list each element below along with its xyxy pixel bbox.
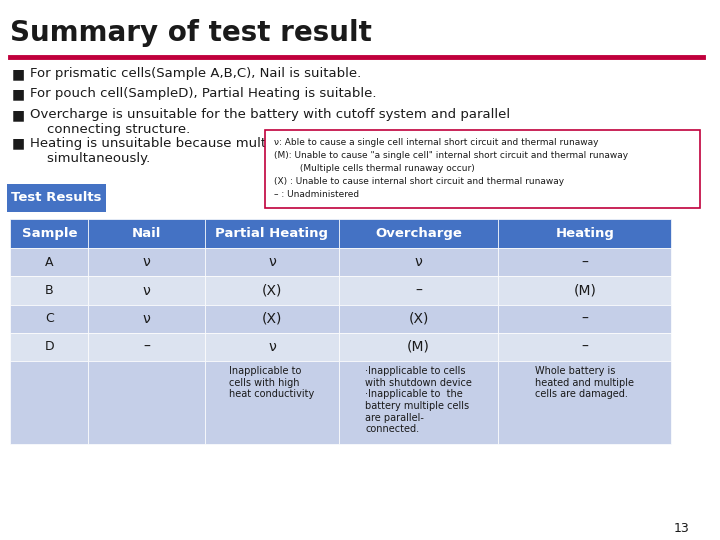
Text: A: A [45, 256, 53, 269]
Text: –: – [581, 312, 588, 326]
Text: (X): (X) [262, 312, 282, 326]
FancyBboxPatch shape [11, 361, 89, 444]
FancyBboxPatch shape [498, 333, 671, 361]
FancyBboxPatch shape [7, 184, 106, 212]
FancyBboxPatch shape [339, 248, 498, 276]
FancyBboxPatch shape [89, 333, 204, 361]
Text: –: – [143, 340, 150, 354]
Text: (M): (M) [408, 340, 430, 354]
Text: Nail: Nail [132, 227, 161, 240]
Text: Heating: Heating [555, 227, 614, 240]
Text: ν: ν [268, 255, 276, 269]
Text: ■: ■ [12, 87, 25, 102]
Text: ■: ■ [12, 108, 25, 122]
Text: ν: ν [143, 255, 150, 269]
Text: (M): Unable to cause "a single cell" internal short circuit and thermal runaway: (M): Unable to cause "a single cell" int… [274, 151, 629, 160]
Text: Overcharge: Overcharge [375, 227, 462, 240]
FancyBboxPatch shape [204, 276, 339, 305]
FancyBboxPatch shape [89, 305, 204, 333]
FancyBboxPatch shape [204, 305, 339, 333]
Text: (X): (X) [408, 312, 429, 326]
Text: –: – [581, 255, 588, 269]
Text: ν: Able to cause a single cell internal short circuit and thermal runaway: ν: Able to cause a single cell internal … [274, 138, 598, 147]
Text: Summary of test result: Summary of test result [11, 19, 372, 47]
FancyBboxPatch shape [498, 305, 671, 333]
Text: Heating is unsuitable because multiple cell initiation occurred
    simultaneous: Heating is unsuitable because multiple c… [30, 137, 444, 165]
FancyBboxPatch shape [204, 248, 339, 276]
FancyBboxPatch shape [204, 333, 339, 361]
Text: Partial Heating: Partial Heating [215, 227, 328, 240]
FancyBboxPatch shape [89, 276, 204, 305]
FancyBboxPatch shape [89, 361, 204, 444]
FancyBboxPatch shape [339, 361, 498, 444]
FancyBboxPatch shape [11, 248, 89, 276]
Text: B: B [45, 284, 54, 297]
Text: For pouch cell(SampleD), Partial Heating is suitable.: For pouch cell(SampleD), Partial Heating… [30, 87, 377, 100]
Text: D: D [45, 340, 54, 353]
FancyBboxPatch shape [498, 276, 671, 305]
Text: –: – [415, 284, 422, 298]
Text: Inapplicable to
cells with high
heat conductivity: Inapplicable to cells with high heat con… [230, 366, 315, 399]
Text: ν: ν [268, 340, 276, 354]
FancyBboxPatch shape [11, 276, 89, 305]
FancyBboxPatch shape [339, 305, 498, 333]
Text: (X): (X) [262, 284, 282, 298]
Text: Whole battery is
heated and multiple
cells are damaged.: Whole battery is heated and multiple cel… [535, 366, 634, 399]
Text: ν: ν [415, 255, 423, 269]
FancyBboxPatch shape [11, 219, 89, 248]
Text: Sample: Sample [22, 227, 77, 240]
Text: ·Inapplicable to cells
with shutdown device
·Inapplicable to  the
battery multip: ·Inapplicable to cells with shutdown dev… [365, 366, 472, 434]
Text: –: – [581, 340, 588, 354]
FancyBboxPatch shape [89, 219, 204, 248]
Text: (M): (M) [573, 284, 596, 298]
FancyBboxPatch shape [11, 305, 89, 333]
Text: ν: ν [143, 312, 150, 326]
FancyBboxPatch shape [339, 276, 498, 305]
Text: – : Unadministered: – : Unadministered [274, 190, 359, 199]
FancyBboxPatch shape [339, 333, 498, 361]
FancyBboxPatch shape [498, 361, 671, 444]
FancyBboxPatch shape [89, 248, 204, 276]
FancyBboxPatch shape [339, 219, 498, 248]
Text: ν: ν [143, 284, 150, 298]
Text: (Multiple cells thermal runaway occur): (Multiple cells thermal runaway occur) [274, 164, 474, 173]
FancyBboxPatch shape [265, 130, 700, 208]
FancyBboxPatch shape [204, 361, 339, 444]
Text: Overcharge is unsuitable for the battery with cutoff system and parallel
    con: Overcharge is unsuitable for the battery… [30, 108, 510, 136]
Text: ■: ■ [12, 137, 25, 151]
Text: Test Results: Test Results [11, 191, 102, 204]
Text: 13: 13 [673, 522, 689, 535]
FancyBboxPatch shape [204, 219, 339, 248]
Text: C: C [45, 312, 54, 325]
FancyBboxPatch shape [11, 333, 89, 361]
Text: (X) : Unable to cause internal short circuit and thermal runaway: (X) : Unable to cause internal short cir… [274, 177, 564, 186]
FancyBboxPatch shape [498, 219, 671, 248]
Text: ■: ■ [12, 68, 25, 82]
Text: For prismatic cells(Sample A,B,C), Nail is suitable.: For prismatic cells(Sample A,B,C), Nail … [30, 68, 361, 80]
FancyBboxPatch shape [498, 248, 671, 276]
